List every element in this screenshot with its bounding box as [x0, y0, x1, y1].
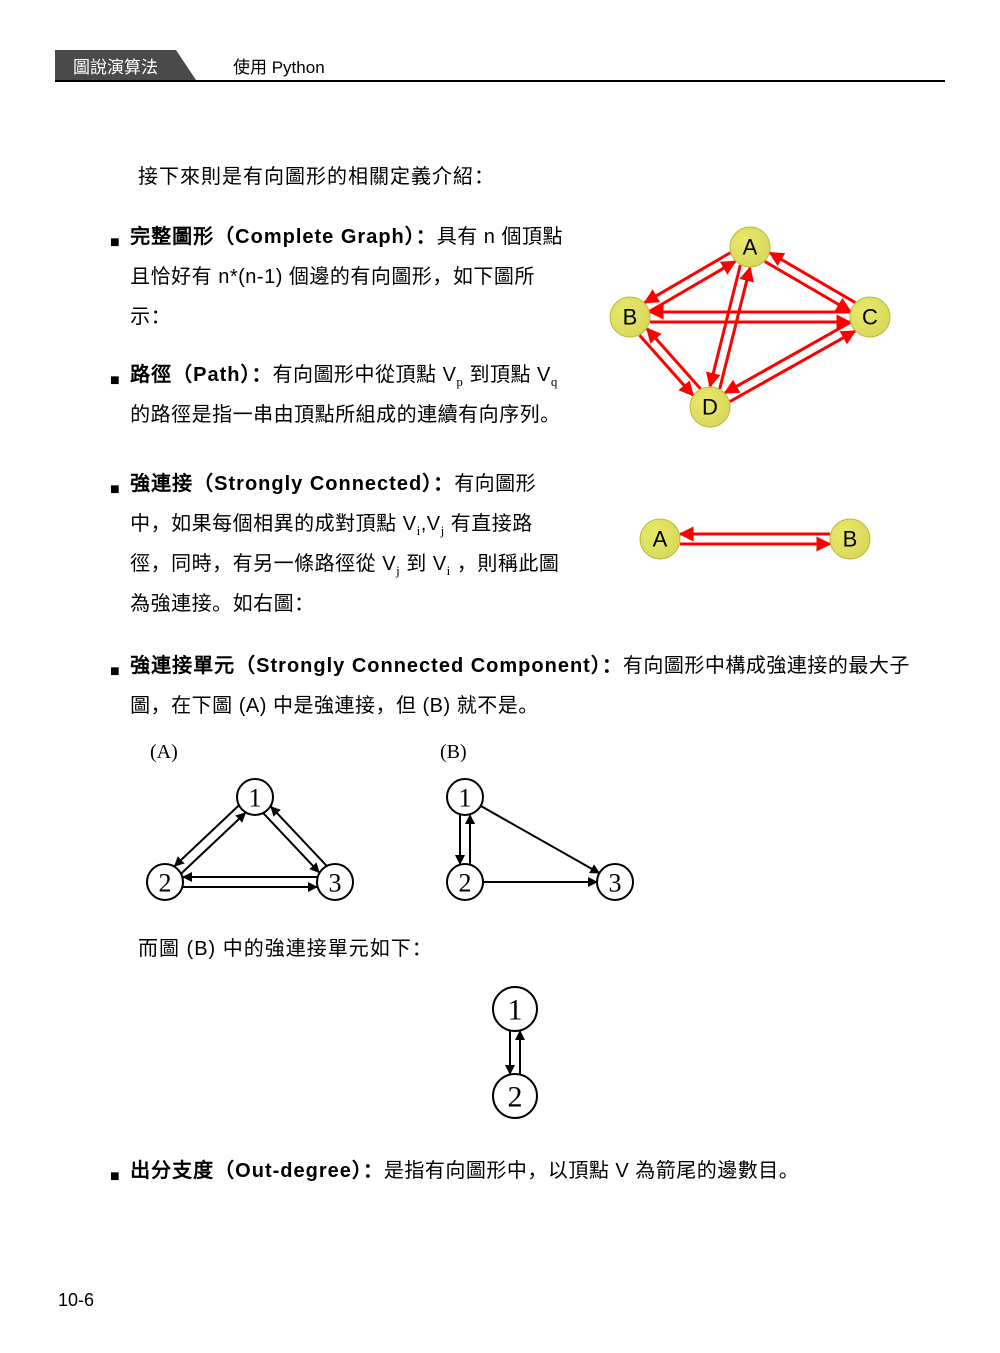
path-pre: 有向圖形中從頂點 V	[273, 364, 457, 386]
header-subtitle: 使用 Python	[233, 53, 325, 78]
term-scc: 強連接單元（Strongly Connected Component）：	[130, 655, 623, 677]
row-strongly-connected: ■ 強連接（Strongly Connected）：有向圖形中，如果每個相異的成…	[110, 464, 920, 624]
svg-text:2: 2	[459, 869, 472, 898]
mid-text: 而圖 (B) 中的強連接單元如下：	[138, 932, 920, 961]
term-path: 路徑（Path）：	[130, 364, 272, 386]
block-tri-a: (A) 1 2 3	[130, 741, 360, 907]
diagram-duo: 12	[465, 981, 565, 1121]
header-tab-text: 圖說演算法	[73, 53, 158, 78]
term-sc: 強連接（Strongly Connected）：	[130, 473, 454, 495]
content: 接下來則是有向圖形的相關定義介紹： ■ 完整圖形（Complete Graph）…	[110, 160, 920, 1193]
col-text: ■ 完整圖形（Complete Graph）：具有 n 個頂點且恰好有 n*(n…	[110, 217, 570, 435]
path-sub-q: q	[551, 374, 558, 389]
duo-wrap: 12	[110, 981, 920, 1126]
bullet-path: ■ 路徑（Path）：有向圖形中從頂點 Vp 到頂點 Vq 的路徑是指一串由頂點…	[110, 355, 570, 435]
svg-text:A: A	[743, 235, 758, 260]
svg-text:3: 3	[609, 869, 622, 898]
svg-text:2: 2	[159, 869, 172, 898]
bullet-marker-icon: ■	[110, 227, 120, 259]
page: 圖說演算法 使用 Python 接下來則是有向圖形的相關定義介紹： ■ 完整圖形…	[0, 0, 1000, 1353]
bullet-marker-icon: ■	[110, 656, 120, 688]
col-diagram-complete: A B C D	[590, 217, 900, 442]
path-post: 的路徑是指一串由頂點所組成的連續有向序列。	[130, 404, 561, 426]
body-out-degree: 是指有向圖形中，以頂點 V 為箭尾的邊數目。	[384, 1160, 799, 1182]
bullet-marker-icon: ■	[110, 365, 120, 397]
sc-to: 到 V	[400, 553, 446, 575]
label-b: (B)	[440, 741, 650, 764]
svg-text:A: A	[653, 527, 668, 552]
path-mid: 到頂點 V	[463, 364, 550, 386]
intro-text: 接下來則是有向圖形的相關定義介紹：	[138, 160, 920, 189]
bullet-body: 完整圖形（Complete Graph）：具有 n 個頂點且恰好有 n*(n-1…	[130, 217, 570, 337]
bullet-body: 出分支度（Out-degree）：是指有向圖形中，以頂點 V 為箭尾的邊數目。	[130, 1151, 920, 1191]
bullet-body: 路徑（Path）：有向圖形中從頂點 Vp 到頂點 Vq 的路徑是指一串由頂點所組…	[130, 355, 570, 435]
col-diagram-ab: AB	[590, 464, 885, 574]
bullet-marker-icon: ■	[110, 474, 120, 506]
diagram-ab: AB	[625, 509, 885, 569]
bullet-out-degree: ■ 出分支度（Out-degree）：是指有向圖形中，以頂點 V 為箭尾的邊數目…	[110, 1151, 920, 1193]
svg-text:C: C	[862, 305, 878, 330]
bullet-complete-graph: ■ 完整圖形（Complete Graph）：具有 n 個頂點且恰好有 n*(n…	[110, 217, 570, 337]
diagram-tri-b: 1 2 3	[420, 772, 650, 902]
diagram-complete-graph: A B C D	[590, 217, 900, 437]
bullet-body: 強連接（Strongly Connected）：有向圖形中，如果每個相異的成對頂…	[130, 464, 570, 624]
bullet-marker-icon: ■	[110, 1161, 120, 1193]
svg-text:1: 1	[459, 784, 472, 813]
diagram-tri-a: 1 2 3	[130, 772, 360, 902]
bullet-body: 強連接單元（Strongly Connected Component）：有向圖形…	[130, 646, 920, 726]
row-tri-diagrams: (A) 1 2 3 (B) 1 2 3	[110, 741, 920, 907]
svg-text:D: D	[702, 395, 718, 420]
svg-text:B: B	[623, 305, 638, 330]
svg-text:B: B	[843, 527, 858, 552]
svg-text:3: 3	[329, 869, 342, 898]
row-complete-path: ■ 完整圖形（Complete Graph）：具有 n 個頂點且恰好有 n*(n…	[110, 217, 920, 442]
block-tri-b: (B) 1 2 3	[420, 741, 650, 907]
term-complete-graph: 完整圖形（Complete Graph）：	[130, 226, 437, 248]
svg-text:1: 1	[508, 994, 523, 1027]
bullet-scc: ■ 強連接單元（Strongly Connected Component）：有向…	[110, 646, 920, 726]
page-header: 圖說演算法 使用 Python	[55, 50, 945, 82]
header-tab: 圖說演算法	[55, 50, 176, 80]
label-a: (A)	[150, 741, 360, 764]
sc-comma: ,V	[421, 513, 441, 535]
page-number: 10-6	[58, 1290, 94, 1311]
term-out-degree: 出分支度（Out-degree）：	[130, 1160, 384, 1182]
svg-text:2: 2	[508, 1081, 523, 1114]
bullet-strongly-connected: ■ 強連接（Strongly Connected）：有向圖形中，如果每個相異的成…	[110, 464, 570, 624]
svg-text:1: 1	[249, 784, 262, 813]
col-text: ■ 強連接（Strongly Connected）：有向圖形中，如果每個相異的成…	[110, 464, 570, 624]
